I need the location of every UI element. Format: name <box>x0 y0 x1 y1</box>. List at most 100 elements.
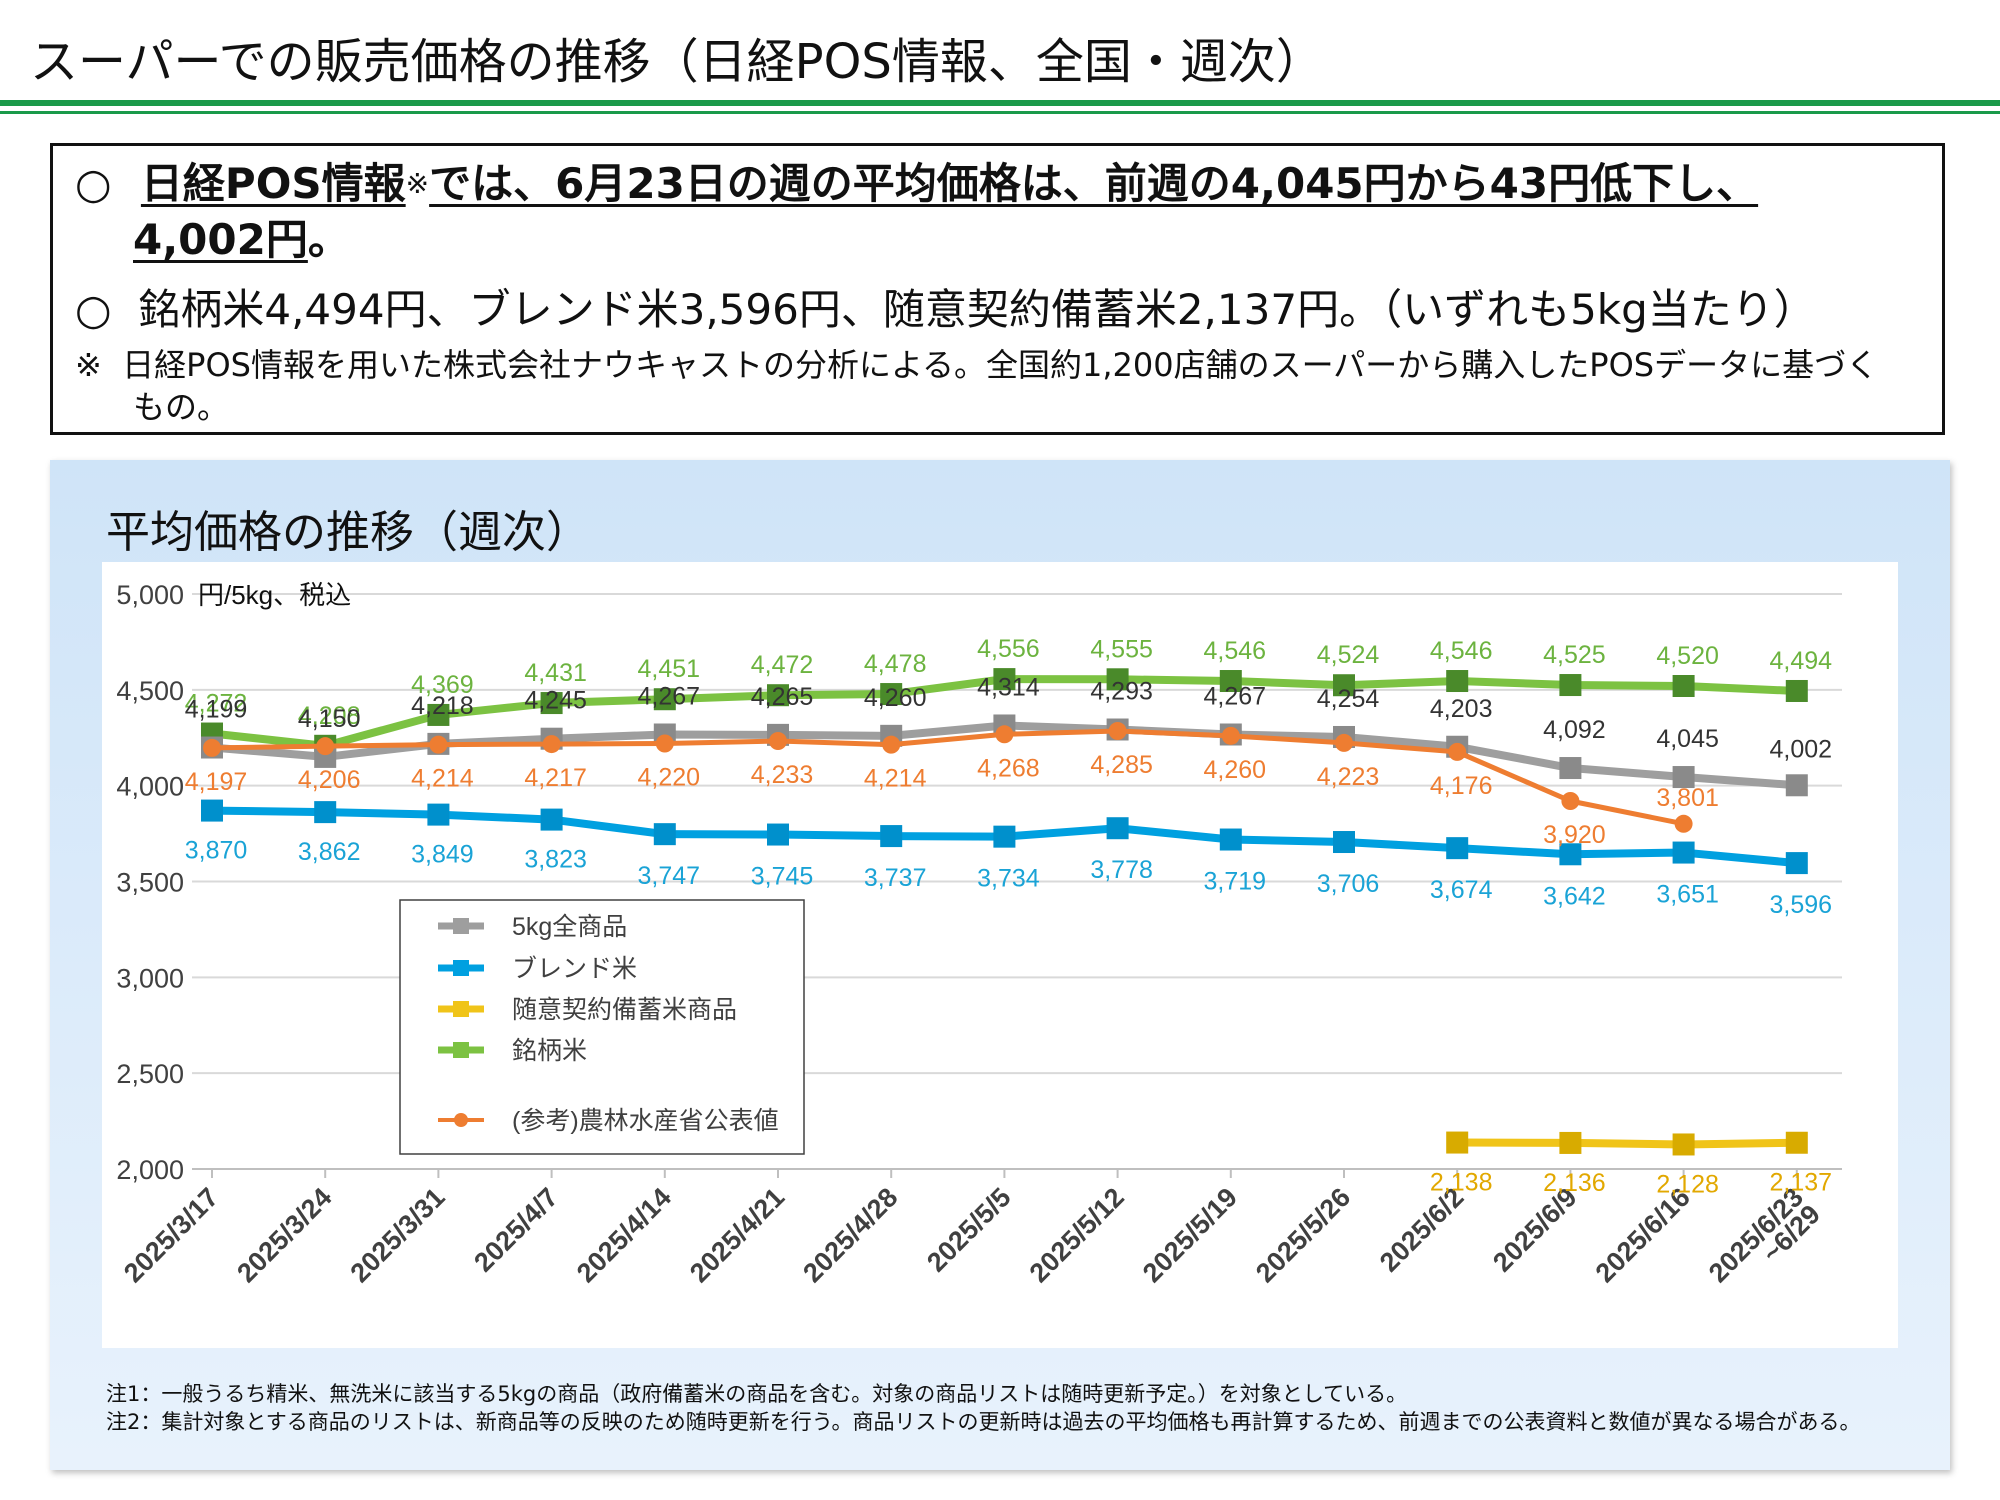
data-label: 4,293 <box>1090 678 1153 706</box>
data-label: 4,220 <box>638 764 701 792</box>
summary-bullet-1-text: では、6月23日の週の平均価格は、前週の4,045円から43円低下し、 <box>429 159 1759 208</box>
data-point <box>880 683 903 706</box>
data-label: 4,267 <box>638 682 701 710</box>
data-label: 4,314 <box>977 673 1040 701</box>
data-point <box>1672 1133 1695 1156</box>
data-label: 3,747 <box>638 862 701 890</box>
y-tick-label: 5,000 <box>116 580 184 610</box>
data-point <box>1672 766 1695 789</box>
summary-note-cont: もの。 <box>133 388 230 426</box>
x-tick-label: 2025/4/7 <box>468 1182 564 1278</box>
data-point <box>1559 757 1582 780</box>
data-point <box>1219 828 1242 851</box>
bullet-circle-icon: ○ <box>75 285 112 334</box>
data-point <box>540 692 563 715</box>
data-label: 4,199 <box>185 696 248 724</box>
data-label: 3,862 <box>298 838 361 866</box>
data-point <box>1106 817 1129 840</box>
data-label: 4,546 <box>1204 637 1267 665</box>
data-label: 4,206 <box>298 766 361 794</box>
data-label: 4,150 <box>298 705 361 733</box>
summary-bullet-2: ○ 銘柄米4,494円、ブレンド米3,596円、随意契約備蓄米2,137円。（い… <box>75 282 1920 338</box>
data-label: 4,245 <box>524 687 587 715</box>
data-label: 3,651 <box>1656 881 1719 909</box>
data-point <box>201 799 223 822</box>
data-point <box>993 668 1016 691</box>
data-point <box>653 688 676 711</box>
data-label: 4,494 <box>1770 647 1833 675</box>
data-point <box>993 825 1016 848</box>
x-tick-label: 2025/3/31 <box>344 1182 450 1288</box>
data-label: 3,719 <box>1204 868 1267 896</box>
legend-swatch-marker <box>453 960 469 976</box>
x-tick-label: 2025/6/23~6/29 <box>1703 1182 1826 1305</box>
data-point <box>314 801 337 824</box>
legend-swatch-marker <box>454 1113 468 1127</box>
data-point <box>1785 1131 1808 1154</box>
data-point <box>542 735 561 754</box>
data-label: 4,478 <box>864 650 927 678</box>
data-point <box>203 738 221 757</box>
data-label: 2,138 <box>1430 1169 1493 1197</box>
legend-swatch-marker <box>453 1001 469 1017</box>
asterisk-mark: ※ <box>405 167 430 200</box>
data-label: 4,260 <box>1204 756 1267 784</box>
data-point <box>1448 742 1467 761</box>
x-tick-label: 2025/3/24 <box>231 1182 337 1288</box>
data-label: 4,525 <box>1543 641 1606 669</box>
data-point <box>316 737 335 756</box>
data-label: 3,849 <box>411 841 474 869</box>
x-tick-label: 2025/5/5 <box>921 1182 1017 1278</box>
y-axis-unit-label: 円/5kg、税込 <box>198 580 351 610</box>
data-point <box>769 732 787 751</box>
data-point <box>1219 670 1242 693</box>
data-point <box>1446 837 1469 860</box>
data-point <box>1446 1131 1469 1154</box>
data-point <box>1672 675 1695 697</box>
data-point <box>1221 726 1240 745</box>
data-label: 4,214 <box>411 765 474 793</box>
data-label: 4,431 <box>524 659 587 687</box>
legend-label: (参考)農林水産省公表値 <box>512 1107 779 1135</box>
y-tick-label: 2,500 <box>116 1059 184 1089</box>
data-point <box>995 725 1014 744</box>
summary-bullet-1: ○ 日経POS情報※では、6月23日の週の平均価格は、前週の4,045円から43… <box>75 156 1920 212</box>
data-label: 2,137 <box>1770 1169 1833 1197</box>
data-point <box>1785 852 1808 875</box>
data-label: 4,218 <box>411 692 474 720</box>
data-point <box>882 735 901 754</box>
x-tick-label: 2025/4/14 <box>571 1182 677 1288</box>
line-chart: 2,000 2,500 3,000 3,500 4,000 4,500 5,000 円/5kg… <box>116 580 1842 1305</box>
summary-note-text: 日経POS情報を用いた株式会社ナウキャストの分析による。全国約1,200店舗のス… <box>122 346 1879 384</box>
data-point <box>429 735 448 754</box>
data-label: 4,203 <box>1430 695 1493 723</box>
x-tick-label: 2025/5/26 <box>1250 1182 1356 1288</box>
data-label: 3,801 <box>1656 784 1719 812</box>
data-point <box>427 803 450 826</box>
data-label: 4,285 <box>1090 751 1153 779</box>
data-point <box>1672 841 1695 864</box>
data-label: 3,778 <box>1090 856 1153 884</box>
data-label: 4,555 <box>1090 635 1153 663</box>
data-label: 4,472 <box>751 651 814 679</box>
footnote-1: 注1：一般うるち精米、無洗米に該当する5kgの商品（政府備蓄米の商品を含む。対象… <box>106 1382 1408 1406</box>
data-point <box>540 808 563 831</box>
data-point <box>1559 843 1582 866</box>
summary-note: ※ 日経POS情報を用いた株式会社ナウキャストの分析による。全国約1,200店舗… <box>75 344 1920 386</box>
data-label: 4,254 <box>1317 685 1380 713</box>
data-label: 4,272 <box>185 690 248 718</box>
plot-area: 2,000 2,500 3,000 3,500 4,000 4,500 5,000 円/5kg… <box>102 562 1898 1348</box>
data-label: 4,092 <box>1543 716 1606 744</box>
data-label: 4,045 <box>1656 725 1719 753</box>
data-label: 4,369 <box>411 671 474 699</box>
data-point <box>1108 722 1127 741</box>
data-label: 3,734 <box>977 865 1040 893</box>
data-label: 3,737 <box>864 864 927 892</box>
data-label: 3,642 <box>1543 882 1606 910</box>
data-point <box>653 823 676 846</box>
data-point <box>1333 831 1355 854</box>
note-mark: ※ <box>75 346 102 384</box>
chart-panel: 平均価格の推移（週次） 2,000 2,500 3,000 3,500 4,000 4,5… <box>50 460 1950 1470</box>
series-line <box>211 728 1685 827</box>
data-point <box>427 703 450 726</box>
